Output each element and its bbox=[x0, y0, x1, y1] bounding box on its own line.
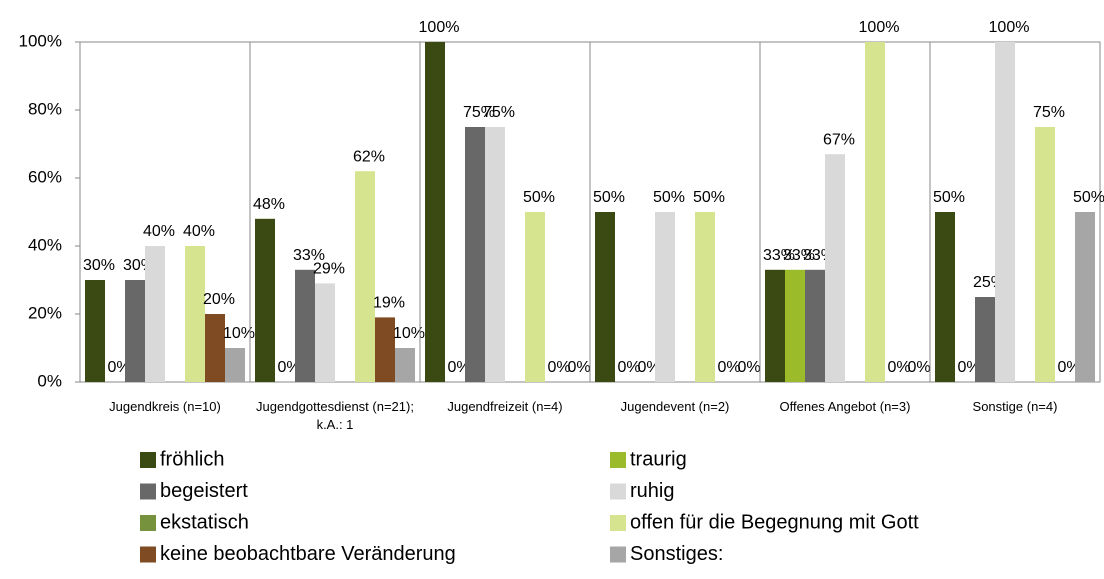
data-label: 10% bbox=[223, 325, 255, 342]
data-label: 100% bbox=[419, 19, 460, 36]
y-tick-label: 80% bbox=[28, 99, 62, 118]
data-label: 0% bbox=[617, 359, 640, 376]
legend-swatch bbox=[610, 546, 626, 563]
data-label: 33% bbox=[763, 247, 795, 264]
data-label: 0% bbox=[447, 359, 470, 376]
data-label: 0% bbox=[737, 359, 760, 376]
bar bbox=[865, 42, 885, 382]
y-tick-label: 100% bbox=[19, 31, 62, 50]
y-tick-label: 60% bbox=[28, 167, 62, 186]
bar bbox=[355, 171, 375, 382]
data-label: 75% bbox=[483, 104, 515, 121]
data-label: 0% bbox=[717, 359, 740, 376]
data-label: 100% bbox=[989, 19, 1030, 36]
data-label: 40% bbox=[143, 223, 175, 240]
y-tick-label: 40% bbox=[28, 235, 62, 254]
bar bbox=[225, 348, 245, 382]
data-label: 50% bbox=[1073, 189, 1104, 206]
x-tick-label: Sonstige (n=4) bbox=[972, 399, 1058, 414]
data-label: 0% bbox=[567, 359, 590, 376]
data-label: 0% bbox=[107, 359, 130, 376]
data-label: 0% bbox=[907, 359, 930, 376]
data-label: 67% bbox=[823, 131, 855, 148]
bar bbox=[145, 246, 165, 382]
legend-swatch bbox=[140, 452, 156, 468]
bar bbox=[695, 212, 715, 382]
data-label: 75% bbox=[463, 104, 495, 121]
data-label: 48% bbox=[253, 196, 285, 213]
data-label: 33% bbox=[783, 247, 815, 264]
legend-swatch bbox=[140, 546, 156, 563]
bar bbox=[315, 283, 335, 382]
data-label: 0% bbox=[957, 359, 980, 376]
legend-label: fröhlich bbox=[160, 448, 224, 470]
bar bbox=[375, 317, 395, 382]
y-tick-label: 20% bbox=[28, 303, 62, 322]
legend-label: ekstatisch bbox=[160, 511, 249, 533]
bar bbox=[595, 212, 615, 382]
bar bbox=[765, 269, 785, 382]
data-label: 29% bbox=[313, 261, 345, 278]
data-label: 19% bbox=[373, 295, 405, 312]
legend-label: begeistert bbox=[160, 480, 248, 502]
x-tick-label: Offenes Angebot (n=3) bbox=[779, 399, 911, 414]
data-label: 50% bbox=[653, 189, 685, 206]
bar bbox=[205, 314, 225, 382]
bar bbox=[655, 212, 675, 382]
legend-swatch bbox=[610, 515, 626, 531]
bar bbox=[1035, 127, 1055, 382]
legend-swatch bbox=[610, 483, 626, 500]
data-label: 50% bbox=[523, 189, 555, 206]
bar bbox=[785, 269, 805, 382]
bar bbox=[935, 212, 955, 382]
bar bbox=[395, 348, 415, 382]
data-label: 50% bbox=[593, 189, 625, 206]
bar bbox=[255, 218, 275, 382]
data-label: 100% bbox=[859, 19, 900, 36]
bar bbox=[185, 246, 205, 382]
data-label: 0% bbox=[547, 359, 570, 376]
x-tick-label: Jugendevent (n=2) bbox=[620, 399, 730, 414]
bar bbox=[295, 269, 315, 382]
data-label: 0% bbox=[1057, 359, 1080, 376]
data-label: 30% bbox=[83, 257, 115, 274]
bar bbox=[85, 280, 105, 382]
bar bbox=[995, 42, 1015, 382]
x-tick-label: Jugendfreizeit (n=4) bbox=[447, 399, 563, 414]
bar bbox=[525, 212, 545, 382]
data-label: 40% bbox=[183, 223, 215, 240]
legend-label: keine beobachtbare Veränderung bbox=[160, 543, 456, 565]
data-label: 75% bbox=[1033, 104, 1065, 121]
data-label: 33% bbox=[293, 247, 325, 264]
data-label: 50% bbox=[693, 189, 725, 206]
bar bbox=[425, 42, 445, 382]
y-tick-label: 0% bbox=[37, 371, 62, 390]
data-label: 20% bbox=[203, 291, 235, 308]
data-label: 10% bbox=[393, 325, 425, 342]
bar bbox=[1075, 212, 1095, 382]
legend-label: offen für die Begegnung mit Gott bbox=[630, 511, 919, 533]
legend-label: Sonstiges: bbox=[630, 543, 723, 565]
data-label: 0% bbox=[887, 359, 910, 376]
legend-swatch bbox=[140, 483, 156, 500]
bar bbox=[125, 280, 145, 382]
bar bbox=[975, 297, 995, 382]
data-label: 62% bbox=[353, 148, 385, 165]
legend-swatch bbox=[140, 515, 156, 531]
legend-swatch bbox=[610, 452, 626, 468]
bar bbox=[805, 269, 825, 382]
bar bbox=[485, 127, 505, 382]
data-label: 0% bbox=[277, 359, 300, 376]
bar bbox=[825, 154, 845, 382]
legend-label: traurig bbox=[630, 448, 687, 470]
x-tick-label: Jugendgottesdienst (n=21); k.A.: 1 bbox=[256, 399, 414, 432]
x-tick-label: Jugendkreis (n=10) bbox=[109, 399, 221, 414]
data-label: 0% bbox=[637, 359, 660, 376]
data-label: 50% bbox=[933, 189, 965, 206]
legend-label: ruhig bbox=[630, 480, 674, 502]
bar bbox=[465, 127, 485, 382]
